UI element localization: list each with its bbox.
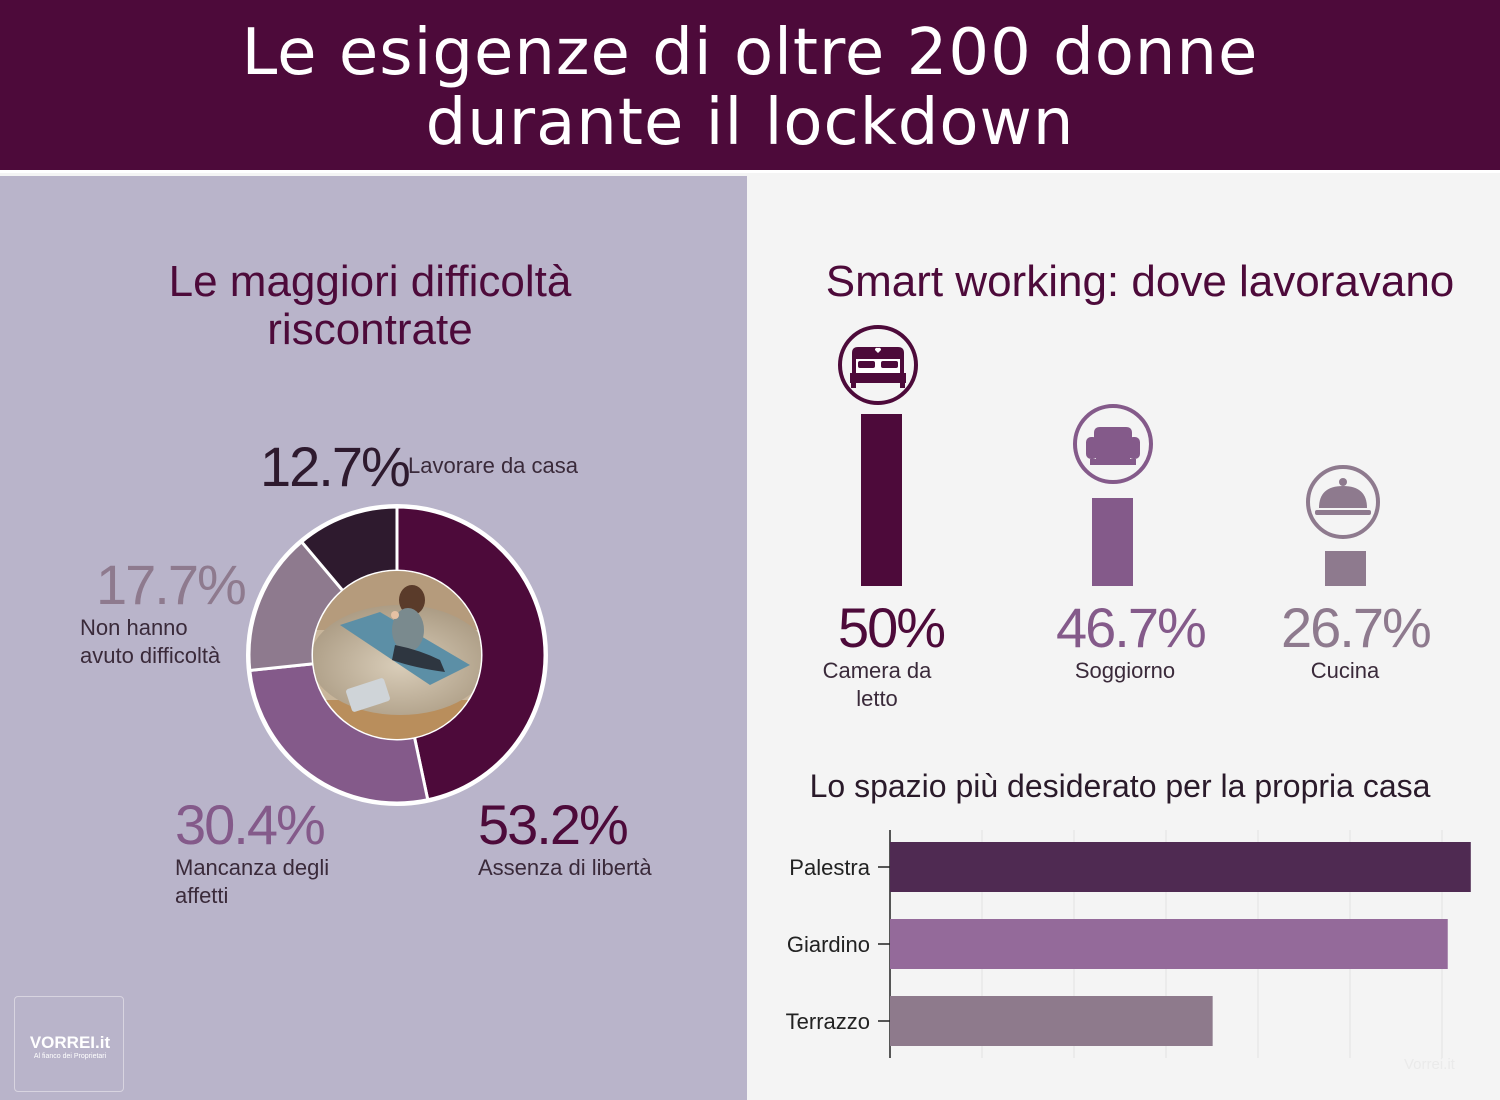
pct-assenza: 53.2% <box>478 793 629 856</box>
tick-label-terrazzo: Terrazzo <box>785 1009 870 1034</box>
tick-label-giardino: Giardino <box>786 932 870 957</box>
bar-palestra <box>890 842 1471 892</box>
label-non-hanno-line1: Non hanno <box>80 615 188 640</box>
bar-terrazzo <box>890 996 1213 1046</box>
label-non-hanno: Non hanno avuto difficoltà <box>80 614 220 670</box>
pct-soggiorno: 46.7% <box>1056 596 1207 659</box>
label-assenza: Assenza di libertà <box>478 855 652 880</box>
bar-cucina <box>1325 551 1366 586</box>
pct-cucina: 26.7% <box>1281 596 1432 659</box>
logo-tagline: Al fianco dei Proprietari <box>33 1053 107 1060</box>
label-cucina: Cucina <box>1310 658 1380 683</box>
pct-non-hanno: 17.7% <box>96 553 247 616</box>
label-camera-line1: Camera da <box>822 658 932 683</box>
donut-title: Le maggiori difficoltà riscontrate <box>130 258 610 354</box>
page-title-line2: durante il lockdown <box>425 86 1075 160</box>
pct-camera: 50% <box>838 596 946 659</box>
watermark: Vorrei.it <box>1404 1056 1455 1073</box>
desired-space-chart <box>878 830 1471 1058</box>
bed-icon <box>838 325 918 405</box>
pct-mancanza: 30.4% <box>175 793 326 856</box>
logo-name: VORREI.it <box>29 1033 111 1052</box>
pct-lavorare: 12.7% <box>260 435 411 498</box>
label-soggiorno: Soggiorno <box>1074 658 1176 683</box>
page-title-line1: Le esigenze di oltre 200 donne <box>241 16 1259 90</box>
armchair-icon <box>1073 404 1153 484</box>
header-banner: Le esigenze di oltre 200 donne durante i… <box>0 0 1500 173</box>
tick-label-palestra: Palestra <box>789 855 870 880</box>
donut-title-line2: riscontrate <box>267 305 473 354</box>
smart-working-title: Smart working: dove lavoravano <box>825 257 1455 306</box>
label-camera-line2: letto <box>856 686 898 711</box>
label-camera: Camera da letto <box>800 657 954 713</box>
donut-chart <box>246 504 548 806</box>
desired-space-title: Lo spazio più desiderato per la propria … <box>809 768 1431 804</box>
label-non-hanno-line2: avuto difficoltà <box>80 643 221 668</box>
smart-working-bar-group <box>861 414 1366 586</box>
donut-title-line1: Le maggiori difficoltà <box>168 257 572 306</box>
bar-giardino <box>890 919 1448 969</box>
label-mancanza-line2: affetti <box>175 883 229 908</box>
donut-outline <box>246 504 548 806</box>
cloche-icon <box>1306 465 1380 539</box>
label-lavorare: Lavorare da casa <box>408 453 578 478</box>
label-mancanza: Mancanza degli affetti <box>175 854 329 910</box>
bar-soggiorno <box>1092 498 1133 586</box>
page-title: Le esigenze di oltre 200 donne durante i… <box>0 18 1500 158</box>
vorrei-logo: VORREI.it Al fianco dei Proprietari <box>14 996 124 1092</box>
label-mancanza-line1: Mancanza degli <box>175 855 330 880</box>
bar-camera <box>861 414 902 586</box>
